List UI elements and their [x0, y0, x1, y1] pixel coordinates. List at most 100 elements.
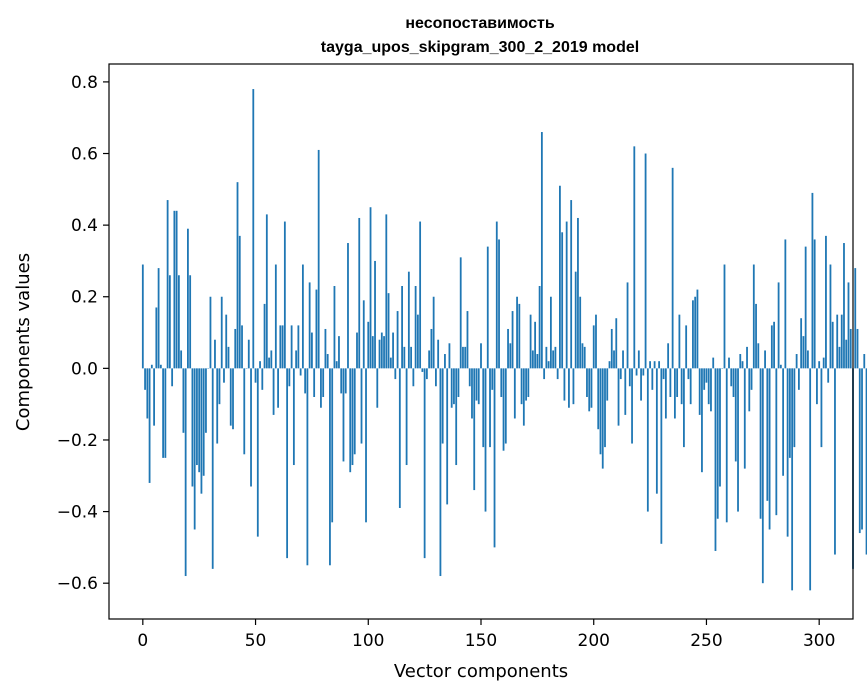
bar — [822, 357, 825, 369]
bar — [410, 346, 413, 369]
bar — [701, 368, 703, 473]
y-tick-label: 0.2 — [71, 288, 98, 308]
bar — [211, 368, 214, 569]
bar — [577, 217, 579, 369]
bar — [401, 286, 403, 369]
bar — [432, 296, 435, 369]
bar — [712, 357, 715, 369]
bar — [403, 346, 406, 369]
bar — [164, 368, 167, 458]
bar — [615, 318, 618, 369]
x-axis-ticks: 0 50 100 150 200 250 300 — [137, 619, 835, 651]
bar — [227, 346, 230, 369]
bar — [743, 368, 746, 469]
bar — [502, 368, 505, 451]
bar — [590, 368, 593, 408]
bar — [455, 368, 458, 466]
bar — [182, 368, 185, 433]
bar — [243, 368, 246, 455]
bar — [419, 221, 422, 369]
y-tick-label: −0.6 — [57, 574, 98, 594]
bar — [394, 368, 397, 380]
bar — [782, 368, 785, 476]
x-tick-label: 300 — [803, 631, 835, 651]
bar — [313, 368, 316, 397]
bar — [581, 343, 584, 369]
bar — [683, 368, 685, 448]
chart-subtitle: tayga_upos_skipgram_300_2_2019 model — [321, 39, 639, 56]
bar — [308, 282, 311, 369]
bar — [838, 346, 841, 369]
bar — [723, 264, 726, 369]
bar — [383, 336, 385, 369]
bar — [342, 368, 345, 462]
bar — [608, 361, 611, 369]
bar — [547, 361, 550, 369]
bar — [177, 275, 180, 369]
bar — [676, 368, 679, 397]
bar — [279, 325, 282, 369]
bar — [335, 361, 338, 369]
bar — [241, 325, 243, 369]
bar — [606, 368, 609, 401]
bar — [166, 200, 169, 369]
bar — [825, 235, 827, 369]
bar — [495, 221, 498, 369]
bar — [768, 368, 771, 530]
bar — [489, 368, 491, 448]
bar — [728, 357, 730, 369]
bar — [236, 182, 239, 369]
bar — [430, 328, 433, 369]
y-tick-label: −0.2 — [57, 431, 98, 451]
bar — [818, 361, 821, 369]
bar — [367, 321, 370, 369]
bar — [428, 350, 431, 369]
bar — [191, 368, 194, 487]
bar — [640, 368, 642, 401]
bar — [200, 368, 203, 494]
bar — [847, 282, 850, 369]
bar — [588, 368, 591, 412]
bar — [141, 264, 144, 369]
bar — [518, 303, 521, 369]
bar — [628, 368, 631, 387]
bar — [759, 368, 762, 519]
bar — [586, 368, 588, 397]
bar — [281, 325, 284, 369]
bar — [477, 368, 480, 405]
bar — [813, 239, 816, 369]
bar — [834, 368, 836, 555]
bar — [340, 368, 343, 394]
bar — [766, 368, 769, 501]
bar — [644, 153, 647, 369]
bar — [259, 361, 261, 369]
bar — [223, 368, 225, 383]
bar — [635, 368, 638, 376]
bar — [662, 368, 665, 380]
bar — [462, 346, 464, 369]
bar — [193, 368, 196, 530]
bar — [552, 350, 555, 369]
bar — [356, 332, 358, 369]
bar — [184, 368, 187, 577]
bar — [849, 328, 852, 369]
bar — [311, 332, 313, 369]
bar — [157, 268, 160, 369]
bar — [232, 368, 234, 430]
bar — [322, 368, 325, 397]
x-tick-label: 50 — [245, 631, 267, 651]
bar — [685, 325, 688, 369]
bar — [220, 296, 223, 369]
bar — [162, 368, 165, 458]
bar — [549, 296, 552, 369]
bar — [856, 328, 859, 369]
bar — [750, 368, 753, 390]
x-tick-label: 100 — [352, 631, 384, 651]
bar — [256, 368, 259, 537]
bar — [802, 336, 805, 369]
bar — [380, 332, 383, 369]
bar — [435, 368, 437, 387]
bar — [504, 368, 507, 444]
bar — [150, 364, 153, 369]
bar — [809, 368, 812, 591]
